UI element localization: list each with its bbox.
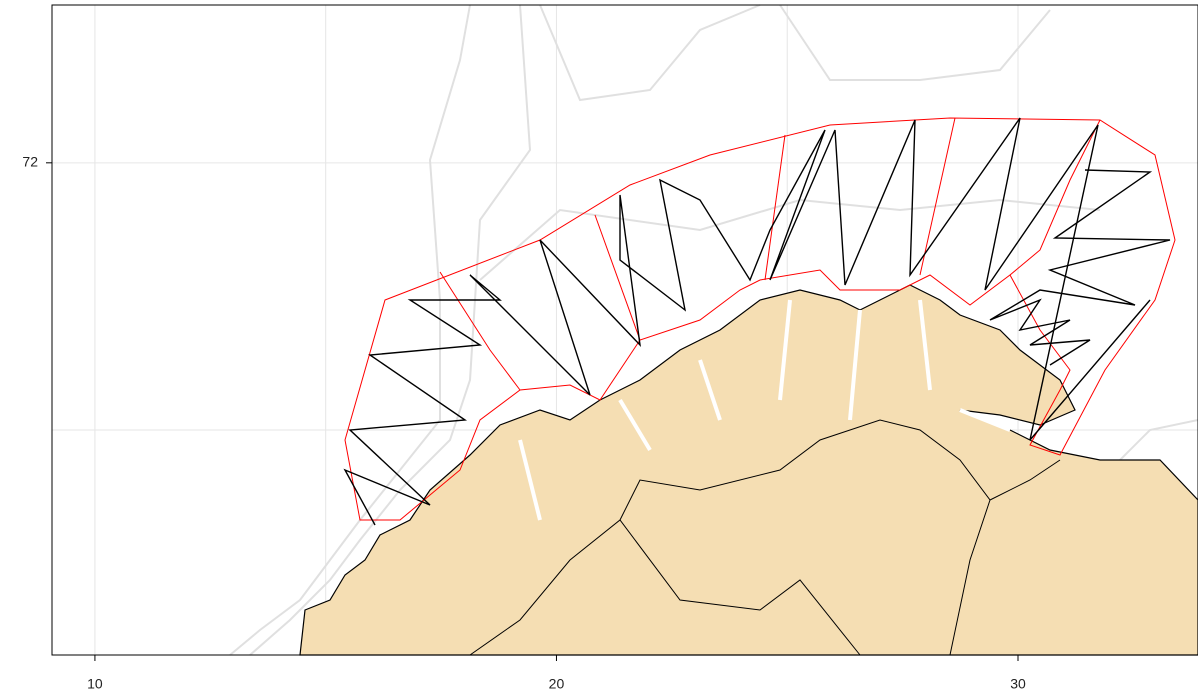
stratum-boundary [764,134,786,281]
fjord [518,439,542,521]
contour [229,4,471,656]
fjord [848,309,862,421]
fjord [778,299,792,401]
y-tick-label: 72 [22,154,38,170]
border [989,459,1061,501]
stratum-boundary [344,117,1176,521]
stratum-boundary [439,271,521,391]
fjord [618,398,652,452]
contour [779,4,1051,81]
x-tick-label: 20 [549,676,565,692]
x-tick-label: 10 [87,676,103,692]
transect-line [343,117,1151,526]
transect-line [989,169,1171,366]
land [299,284,1198,656]
stratum-boundary [919,117,956,276]
border [469,519,861,656]
plot-frame [51,4,1198,656]
contour [249,4,532,656]
depth-contours [229,4,1198,656]
x-tick-label: 30 [1010,676,1026,692]
borders [469,419,1061,656]
fjord [698,359,722,421]
fjord [918,299,932,391]
stratum-boundary [594,214,641,341]
fjord [959,408,1011,432]
fjords [518,299,1011,521]
contour [539,4,761,102]
survey-strata [344,117,1176,521]
stratum-boundary [1009,119,1101,276]
axes: 10 20 30 72 [22,154,1026,692]
border [619,419,991,656]
transects [343,117,1171,526]
contour [479,198,1101,281]
